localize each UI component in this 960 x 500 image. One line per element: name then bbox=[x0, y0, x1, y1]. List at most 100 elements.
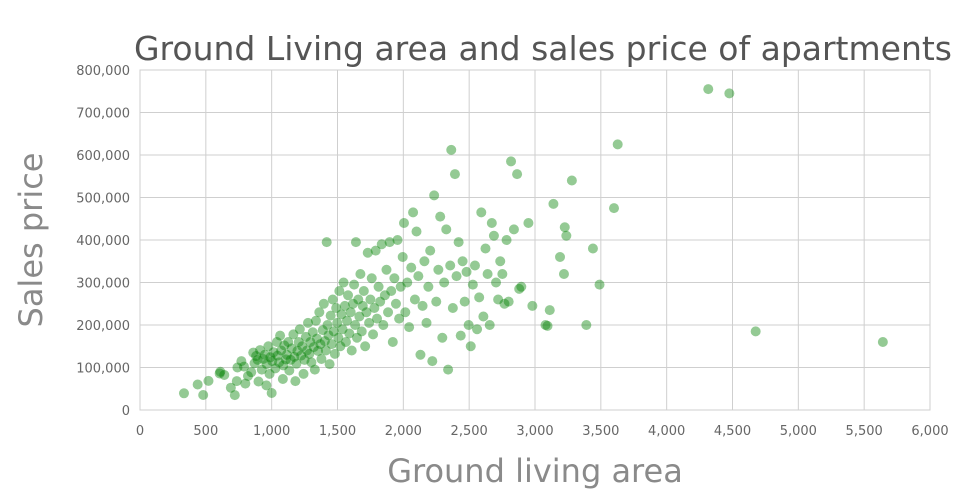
scatter-point bbox=[285, 354, 296, 365]
y-tick-label: 700,000 bbox=[76, 107, 130, 122]
scatter-point bbox=[508, 224, 519, 235]
scatter-point bbox=[364, 317, 375, 328]
x-axis-title: Ground living area bbox=[387, 452, 683, 490]
scatter-point bbox=[277, 373, 288, 384]
scatter-point bbox=[346, 345, 357, 356]
scatter-point bbox=[215, 366, 226, 377]
scatter-point bbox=[252, 354, 263, 365]
scatter-point bbox=[249, 358, 260, 369]
scatter-point bbox=[324, 359, 335, 370]
scatter-point bbox=[457, 256, 468, 267]
scatter-point bbox=[491, 277, 502, 288]
scatter-point bbox=[332, 317, 343, 328]
scatter-point bbox=[609, 203, 619, 214]
scatter-point bbox=[280, 354, 291, 365]
scatter-point bbox=[408, 207, 419, 218]
scatter-point bbox=[400, 307, 411, 318]
scatter-point bbox=[322, 320, 333, 330]
scatter-point bbox=[354, 311, 365, 322]
scatter-point bbox=[512, 169, 523, 180]
scatter-point bbox=[300, 331, 311, 342]
scatter-point bbox=[229, 390, 240, 401]
scatter-point bbox=[255, 345, 266, 356]
scatter-point bbox=[417, 300, 428, 311]
scatter-point bbox=[317, 325, 328, 336]
scatter-point bbox=[523, 218, 534, 228]
scatter-point bbox=[298, 368, 309, 379]
scatter-point bbox=[370, 245, 381, 256]
scatter-point bbox=[350, 320, 361, 330]
scatter-point bbox=[289, 351, 300, 362]
scatter-point bbox=[724, 88, 735, 99]
scatter-point bbox=[328, 326, 339, 337]
scatter-point bbox=[461, 266, 472, 277]
scatter-point bbox=[392, 235, 403, 245]
scatter-point bbox=[465, 341, 476, 352]
scatter-point bbox=[353, 294, 364, 305]
x-tick-label: 5,500 bbox=[846, 424, 883, 439]
scatter-point bbox=[612, 139, 623, 150]
scatter-point bbox=[453, 237, 464, 248]
scatter-point bbox=[297, 341, 308, 352]
scatter-point bbox=[270, 363, 281, 374]
scatter-point bbox=[319, 336, 330, 347]
scatter-point bbox=[497, 269, 508, 279]
scatter-point bbox=[323, 330, 334, 341]
scatter-point bbox=[548, 198, 559, 209]
scatter-point bbox=[476, 207, 487, 218]
scatter-point bbox=[413, 271, 424, 282]
y-tick-label: 800,000 bbox=[76, 64, 130, 79]
scatter-point bbox=[488, 230, 499, 241]
scatter-point bbox=[409, 294, 420, 305]
scatter-point bbox=[232, 362, 243, 373]
scatter-point bbox=[341, 315, 352, 326]
scatter-point bbox=[310, 315, 321, 326]
scatter-point bbox=[266, 388, 277, 398]
scatter-point bbox=[480, 243, 491, 254]
x-tick-label: 3,000 bbox=[516, 424, 553, 439]
scatter-point bbox=[447, 303, 458, 313]
scatter-point bbox=[516, 281, 527, 292]
scatter-point bbox=[315, 339, 326, 350]
scatter-point bbox=[443, 364, 454, 375]
scatter-point bbox=[387, 337, 398, 347]
y-tick-labels: 0 100,000 200,000 300,000 400,000 500,000 600,… bbox=[76, 64, 130, 419]
scatter-point bbox=[369, 303, 380, 313]
scatter-point bbox=[390, 298, 401, 309]
scatter-point bbox=[335, 341, 346, 352]
y-axis-title: Sales price bbox=[12, 153, 50, 328]
scatter-point bbox=[482, 269, 493, 279]
scatter-point bbox=[240, 378, 251, 389]
scatter-point bbox=[293, 337, 304, 347]
scatter-point bbox=[365, 294, 376, 305]
scatter-point bbox=[286, 343, 297, 354]
scatter-point bbox=[469, 260, 480, 271]
scatter-point bbox=[486, 218, 497, 228]
scatter-point bbox=[313, 345, 324, 356]
scatter-point bbox=[350, 237, 361, 248]
scatter-point bbox=[271, 337, 282, 347]
scatter-point bbox=[304, 348, 315, 359]
scatter-point bbox=[309, 364, 320, 375]
scatter-point bbox=[478, 311, 489, 322]
y-tick-label: 200,000 bbox=[76, 319, 130, 334]
x-tick-label: 0 bbox=[136, 424, 144, 439]
scatter-point bbox=[192, 379, 203, 390]
scatter-point bbox=[248, 347, 259, 358]
scatter-point bbox=[372, 313, 382, 324]
scatter-point bbox=[446, 144, 457, 155]
scatter-point bbox=[337, 324, 348, 335]
scatter-point bbox=[406, 262, 417, 273]
scatter-point bbox=[425, 245, 436, 256]
scatter-point bbox=[308, 342, 319, 353]
scatter-point bbox=[503, 296, 514, 307]
scatter-point bbox=[343, 290, 354, 301]
scatter-point bbox=[272, 350, 283, 361]
scatter-point bbox=[431, 296, 442, 307]
scatter-point bbox=[421, 317, 432, 328]
scatter-point bbox=[275, 330, 286, 341]
scatter-point bbox=[379, 290, 390, 301]
scatter-point bbox=[484, 320, 495, 330]
scatter-point bbox=[242, 371, 253, 381]
scatter-point bbox=[368, 329, 379, 340]
